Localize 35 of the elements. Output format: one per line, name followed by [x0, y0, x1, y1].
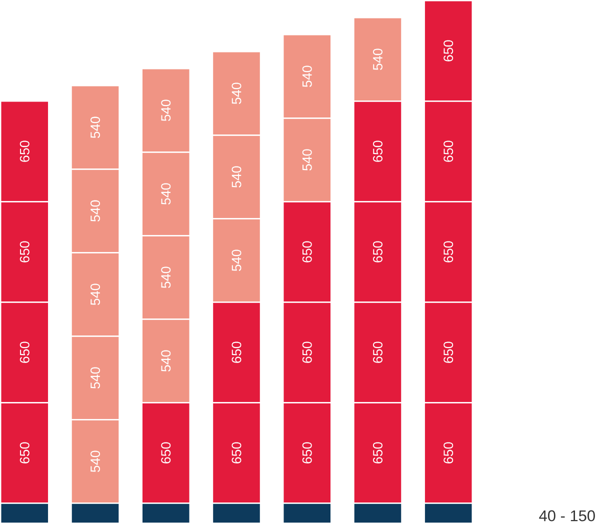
data-label: 650	[444, 342, 454, 364]
data-label: 650	[444, 40, 454, 62]
data-label: 650	[20, 442, 30, 464]
data-label: 650	[232, 342, 242, 364]
data-label: 650	[20, 140, 30, 162]
data-label: 540	[90, 116, 100, 138]
data-label: 540	[161, 100, 171, 122]
text: 40 - 150	[539, 510, 595, 522]
data-label: 540	[161, 350, 171, 372]
data-label: 650	[20, 241, 30, 263]
data-label: 650	[232, 442, 242, 464]
data-label: 540	[302, 66, 312, 88]
data-label: 540	[232, 82, 242, 104]
data-label: 650	[372, 442, 382, 464]
data-label: 650	[302, 241, 312, 263]
data-label: 540	[90, 284, 100, 306]
data-label: 540	[161, 183, 171, 205]
data-label: 650	[444, 442, 454, 464]
data-label: 540	[232, 166, 242, 188]
data-label: 540	[90, 200, 100, 222]
data-label: 540	[302, 149, 312, 171]
data-label: 650	[20, 342, 30, 364]
data-label: 650	[372, 342, 382, 364]
data-label: 540	[161, 266, 171, 288]
data-label: 540	[90, 367, 100, 389]
data-label: 650	[372, 140, 382, 162]
data-label: 650	[302, 442, 312, 464]
data-label: 650	[161, 442, 171, 464]
data-label: 540	[90, 450, 100, 472]
data-label: 540	[372, 48, 382, 70]
data-label: 650	[444, 140, 454, 162]
data-label: 650	[302, 342, 312, 364]
data-label: 650	[444, 241, 454, 263]
data-label: 650	[372, 241, 382, 263]
data-label: 540	[232, 250, 242, 272]
